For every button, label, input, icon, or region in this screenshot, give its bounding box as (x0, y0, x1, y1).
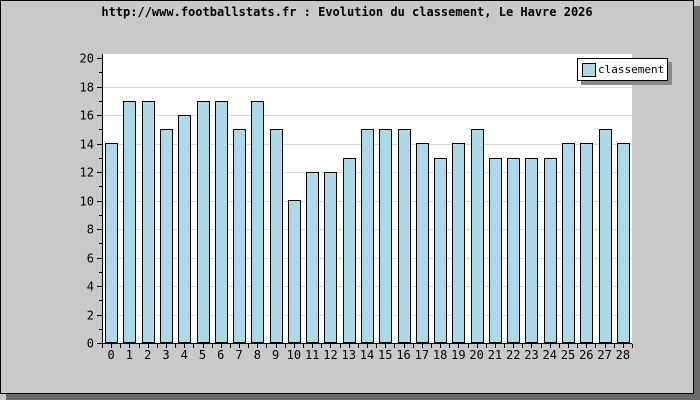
bar (525, 158, 538, 343)
bar (580, 143, 593, 343)
y-tick-label: 16 (80, 109, 94, 123)
x-tick-label: 8 (254, 348, 261, 362)
x-tick-label: 11 (305, 348, 319, 362)
y-tick-label: 8 (87, 223, 94, 237)
y-tick-label: 6 (87, 252, 94, 266)
y-tick-label: 14 (80, 138, 94, 152)
x-tick-label: 28 (616, 348, 630, 362)
bar (544, 158, 557, 343)
x-tick-label: 13 (341, 348, 355, 362)
y-tick-label: 4 (87, 280, 94, 294)
bar (599, 129, 612, 343)
bar (233, 129, 246, 343)
y-tick-label: 10 (80, 195, 94, 209)
legend-swatch-icon (582, 62, 596, 77)
x-tick-label: 24 (543, 348, 557, 362)
bar (416, 143, 429, 343)
x-tick-label: 3 (162, 348, 169, 362)
x-tick-label: 12 (323, 348, 337, 362)
x-tick-label: 0 (108, 348, 115, 362)
bar (617, 143, 630, 343)
bar (562, 143, 575, 343)
x-tick-label: 9 (272, 348, 279, 362)
bar (178, 115, 191, 343)
x-tick-label: 26 (579, 348, 593, 362)
bar (452, 143, 465, 343)
bar (288, 200, 301, 343)
frame-shadow-bottom (6, 394, 700, 400)
x-tick-label: 7 (235, 348, 242, 362)
bar (361, 129, 374, 343)
legend: classement (577, 58, 668, 81)
legend-label: classement (598, 63, 665, 76)
bar (324, 172, 337, 343)
x-tick-label: 10 (287, 348, 301, 362)
y-tick-label: 2 (87, 309, 94, 323)
x-tick-label: 21 (488, 348, 502, 362)
x-tick-label: 16 (396, 348, 410, 362)
x-tick-label: 14 (360, 348, 374, 362)
bar (343, 158, 356, 343)
frame-shadow-right (694, 6, 700, 400)
x-tick-label: 5 (199, 348, 206, 362)
y-tick-label: 0 (87, 337, 94, 351)
y-tick-label: 20 (80, 52, 94, 66)
bar (489, 158, 502, 343)
x-tick-label: 23 (524, 348, 538, 362)
x-tick-label: 17 (415, 348, 429, 362)
bar (160, 129, 173, 343)
bar (434, 158, 447, 343)
bar (105, 143, 118, 343)
bar (142, 101, 155, 343)
bar (251, 101, 264, 343)
bar (306, 172, 319, 343)
chart-title: http://www.footballstats.fr : Evolution … (101, 5, 593, 19)
bar (507, 158, 520, 343)
x-tick-label: 2 (144, 348, 151, 362)
x-tick-label: 4 (181, 348, 188, 362)
bar (379, 129, 392, 343)
x-tick-label: 18 (433, 348, 447, 362)
bar (215, 101, 228, 343)
y-tick-label: 12 (80, 166, 94, 180)
x-tick-label: 6 (217, 348, 224, 362)
bar (197, 101, 210, 343)
bar (123, 101, 136, 343)
x-tick-label: 20 (469, 348, 483, 362)
x-tick-label: 25 (561, 348, 575, 362)
y-tick-label: 18 (80, 81, 94, 95)
x-tick-label: 15 (378, 348, 392, 362)
x-tick-label: 27 (597, 348, 611, 362)
x-tick-label: 1 (126, 348, 133, 362)
x-tick-label: 19 (451, 348, 465, 362)
bar (471, 129, 484, 343)
bar (270, 129, 283, 343)
bar (398, 129, 411, 343)
x-tick-label: 22 (506, 348, 520, 362)
